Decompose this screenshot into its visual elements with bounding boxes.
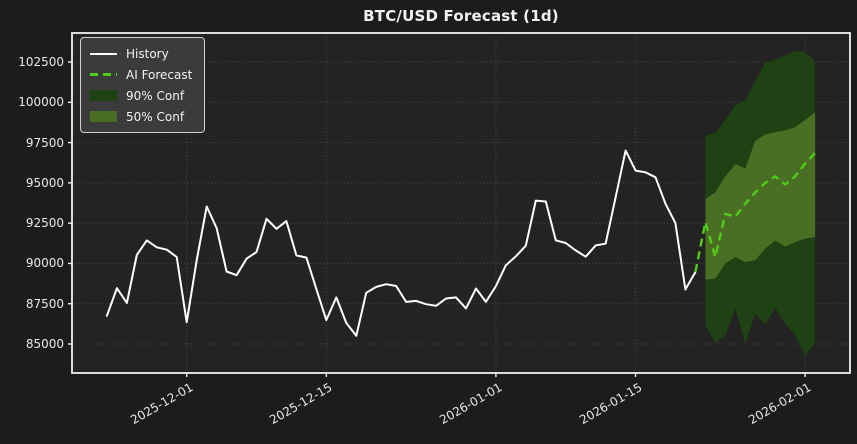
- history-line: [105, 149, 697, 337]
- y-tick-label: 100000: [18, 95, 64, 110]
- conf90-band-swatch: [90, 90, 117, 101]
- legend-item-ai-forecast: AI Forecast: [90, 66, 192, 83]
- x-tick-label: 2026-01-01: [437, 380, 505, 428]
- legend-label: 50% Conf: [126, 109, 185, 124]
- legend-label: 90% Conf: [126, 88, 185, 103]
- conf50-band: [705, 112, 816, 280]
- y-tick-label: 102500: [18, 55, 64, 69]
- y-tick-label: 97500: [25, 135, 64, 150]
- forecast-dash-swatch: [90, 73, 117, 76]
- axes-spines: [71, 32, 851, 374]
- legend-label: History: [126, 46, 169, 61]
- y-tick-label: 92500: [25, 216, 64, 231]
- x-tick-label: 2025-12-15: [267, 380, 335, 428]
- y-tick-label: 87500: [25, 296, 64, 311]
- legend-item-90-conf: 90% Conf: [90, 87, 192, 104]
- x-tick-label: 2026-02-01: [746, 380, 814, 428]
- conf50-band-swatch: [90, 111, 117, 122]
- legend: History AI Forecast 90% Conf 50% Conf: [80, 37, 206, 133]
- ai-forecast-line: [694, 152, 816, 273]
- chart-title: BTC/USD Forecast (1d): [363, 7, 559, 25]
- x-tick-label: 2026-01-15: [576, 380, 645, 428]
- legend-label: AI Forecast: [126, 67, 193, 82]
- x-tick-label: 2025-12-01: [127, 380, 196, 428]
- y-tick-label: 90000: [25, 256, 64, 271]
- history-line-swatch: [90, 52, 117, 55]
- legend-item-history: History: [90, 45, 192, 62]
- legend-item-50-conf: 50% Conf: [90, 108, 192, 125]
- y-tick-label: 95000: [25, 175, 64, 190]
- y-tick-label: 85000: [25, 336, 64, 351]
